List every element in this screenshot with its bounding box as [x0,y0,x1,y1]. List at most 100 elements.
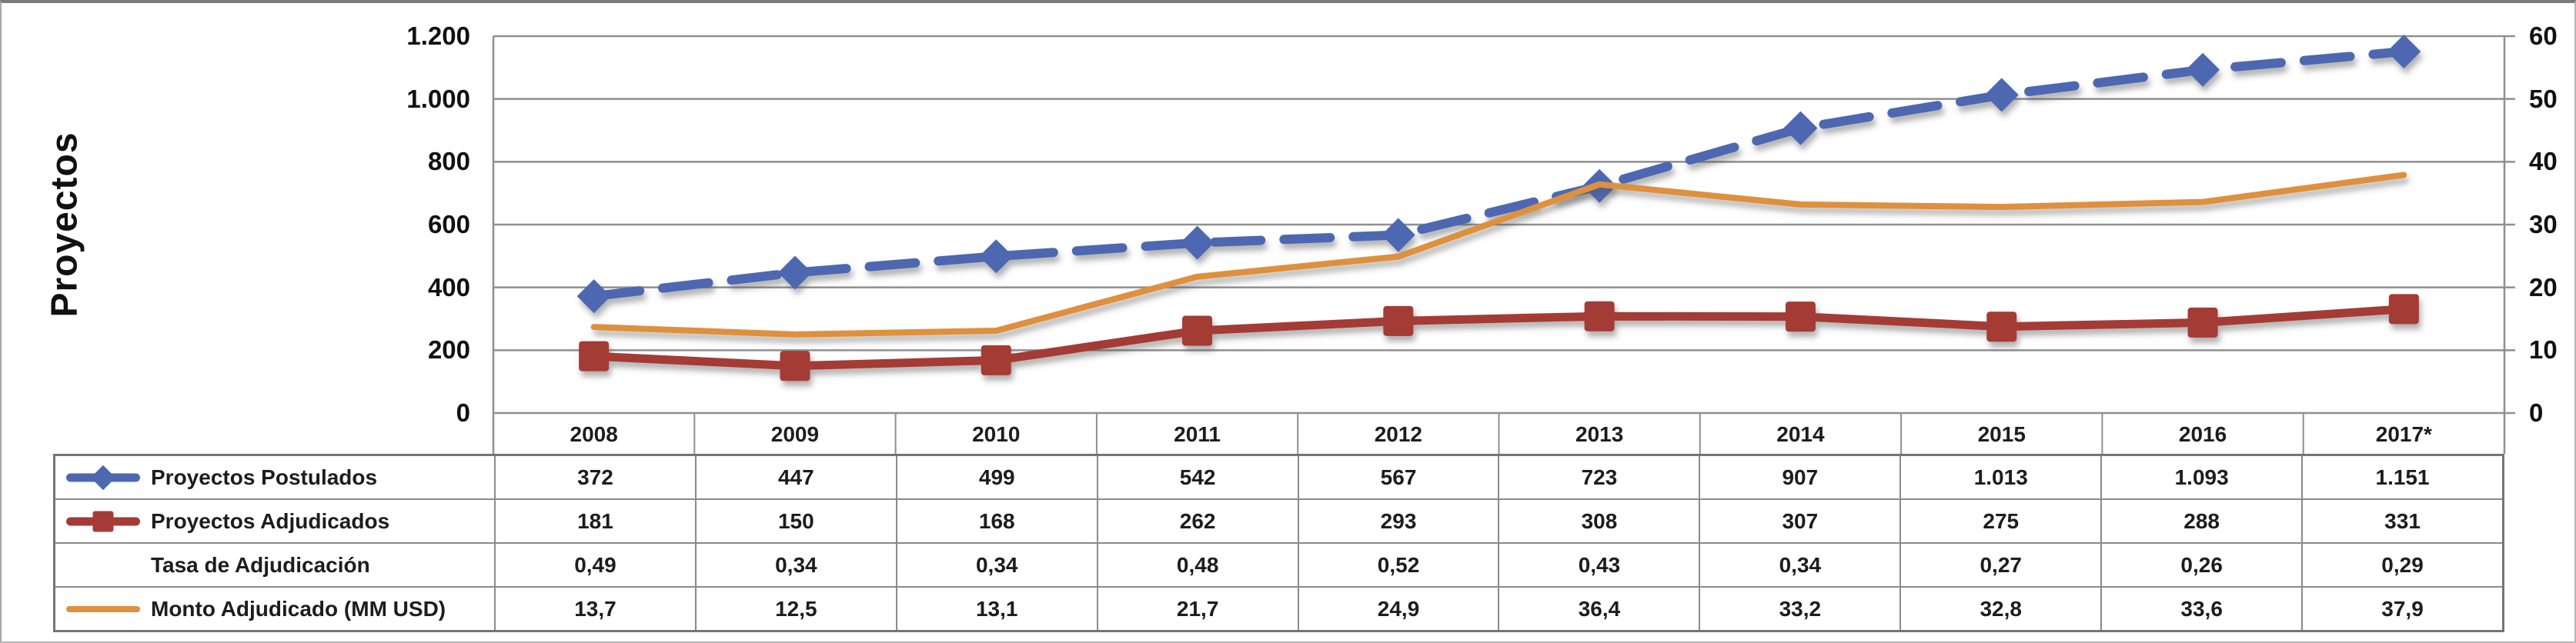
series-proyectos-adjudicados [579,294,2419,381]
table-cell: 24,9 [1298,588,1498,630]
table-cell: 0,48 [1098,544,1298,586]
table-cell: 150 [696,500,896,542]
square-marker [579,341,610,371]
secondary-axis-tick-label: 40 [2529,147,2558,176]
year-label: 2017* [2375,422,2432,446]
secondary-axis-tick-label: 0 [2529,398,2544,427]
year-label: 2015 [1977,422,2026,446]
table-cell: 168 [897,500,1097,542]
table-cell: 542 [1098,456,1298,498]
table-cell: 907 [1700,456,1900,498]
legend-cell: Monto Adjudicado (MM USD) [55,588,494,630]
table-cell: 275 [1901,500,2101,542]
secondary-axis-tick-label: 30 [2529,210,2558,238]
diamond-marker [1783,111,1818,145]
diamond-marker-icon [90,465,116,490]
square-marker [1182,315,1213,346]
table-cell: 181 [496,500,695,542]
plot-area [492,35,2515,454]
legend-label: Tasa de Adjudicación [151,552,370,577]
year-label: 2016 [2178,422,2227,446]
diamond-marker [576,279,611,314]
year-label: 2013 [1575,422,1624,446]
series-line [590,305,2408,371]
table-cell: 0,52 [1298,544,1498,586]
series-monto-adjudicado-mm-usd [590,172,2407,338]
secondary-axis-tick-label: 20 [2529,272,2558,302]
y-axis-tick-label: 800 [427,147,470,176]
legend-cell: Proyectos Adjudicados [55,500,494,542]
table-cell: 499 [897,456,1097,498]
legend-swatch-empty [62,544,145,586]
legend-line [66,605,140,612]
legend-label: Proyectos Adjudicados [151,508,390,533]
series-proyectos-postulados [576,35,2421,314]
table-cell: 0,26 [2102,544,2302,586]
table-cell: 21,7 [1098,588,1298,630]
y-axis-tick-label: 600 [427,210,470,238]
square-marker [1584,301,1615,331]
table-cell: 0,34 [696,544,896,586]
table-cell: 723 [1499,456,1699,498]
table-cell: 288 [2102,500,2302,542]
secondary-axis-tick-label: 50 [2529,84,2558,113]
data-table: Proyectos Postulados 372 447 499 542 567 723 90… [53,454,2504,632]
square-marker [1785,302,1816,332]
year-label: 2011 [1174,422,1221,446]
table-cell: 1.151 [2303,456,2502,498]
square-marker [981,345,1011,375]
table-cell: 293 [1298,500,1498,542]
y-axis-title: Proyectos [44,132,85,318]
table-cell: 567 [1298,456,1498,498]
table-cell: 33,6 [2102,588,2302,630]
diamond-marker [979,239,1014,274]
square-marker [1986,312,2017,342]
diamond-marker [2186,52,2220,87]
square-marker [1383,305,1414,336]
y-axis-tick-label: 200 [427,335,470,365]
square-marker [2187,307,2218,338]
y-axis-tick-label: 1.200 [406,22,470,50]
table-cell: 372 [496,456,695,498]
legend-cell: Proyectos Postulados [55,456,494,498]
diamond-marker [1381,218,1415,252]
y-axis-tick-label: 400 [427,272,470,302]
secondary-axis-tick-label: 60 [2529,22,2558,50]
year-label: 2014 [1776,422,1825,446]
table-cell: 0,34 [1700,544,1900,586]
secondary-axis-tick-label: 10 [2529,335,2558,365]
year-label: 2009 [770,422,820,446]
table-cell: 13,7 [496,588,695,630]
square-marker-icon [92,511,114,531]
table-cell: 37,9 [2303,588,2502,630]
table-cell: 0,27 [1901,544,2101,586]
table-cell: 32,8 [1901,588,2101,630]
legend-cell: Tasa de Adjudicación [55,544,494,586]
square-marker [780,351,810,381]
table-cell: 331 [2303,500,2502,542]
legend-swatch-blue-dashed-diamond [62,456,145,498]
table-cell: 0,34 [897,544,1097,586]
table-cell: 0,43 [1499,544,1699,586]
table-cell: 1.093 [2102,456,2302,498]
legend-swatch-orange-line [62,588,145,630]
year-label: 2012 [1374,422,1422,446]
series-line [589,47,2409,302]
legend-label: Proyectos Postulados [151,465,378,489]
legend-swatch-red-square [62,500,145,542]
table-cell: 447 [696,456,896,498]
diamond-marker [1180,225,1214,260]
table-cell: 33,2 [1700,588,1900,630]
year-label: 2010 [972,422,1021,446]
diamond-marker [2387,35,2421,69]
series-line [590,172,2407,338]
square-marker [2388,294,2419,325]
table-cell: 36,4 [1499,588,1699,630]
table-cell: 262 [1098,500,1298,542]
y-axis-tick-label: 1.000 [406,84,470,113]
diamond-marker [777,255,812,290]
table-cell: 1.013 [1901,456,2101,498]
diamond-marker [1984,78,2019,112]
table-cell: 308 [1499,500,1699,542]
